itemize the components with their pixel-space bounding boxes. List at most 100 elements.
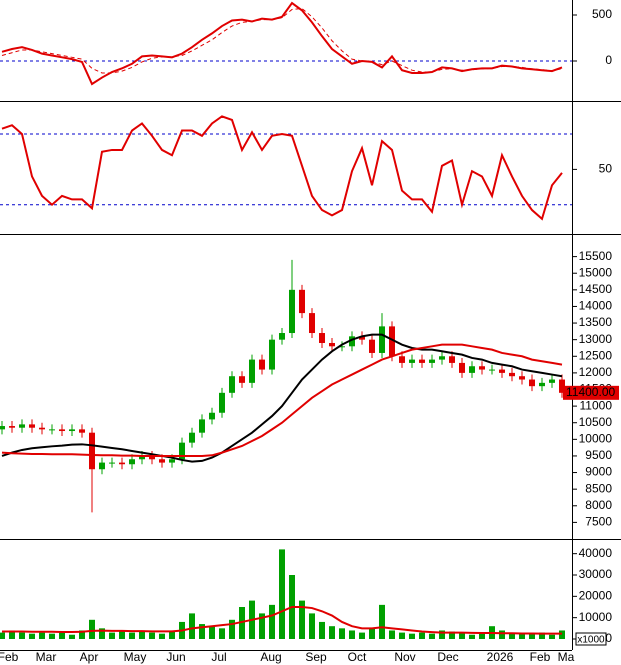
- candle-body: [269, 339, 275, 370]
- volume-bar: [79, 630, 85, 639]
- volume-bar: [369, 628, 375, 639]
- y-tick-label: 15500: [579, 249, 613, 263]
- volume-bar: [189, 613, 195, 639]
- volume-bar: [419, 632, 425, 639]
- volume-bar: [479, 633, 485, 639]
- volume-bar: [89, 619, 95, 639]
- series-line: [1, 8, 563, 74]
- candle-body: [169, 459, 175, 463]
- candle-body: [129, 459, 135, 465]
- y-tick-label: 13500: [579, 315, 613, 329]
- x-tick-label: May: [124, 650, 147, 664]
- volume-bar: [379, 604, 385, 639]
- candle-body: [429, 359, 435, 363]
- candle-body: [489, 369, 495, 371]
- y-tick-label: 10000: [579, 610, 613, 624]
- volume-bar: [499, 630, 505, 639]
- volume-bar: [199, 624, 205, 639]
- x-tick-label: Dec: [437, 650, 458, 664]
- candle-body: [409, 359, 415, 363]
- unit-label: x1000: [577, 635, 605, 646]
- candle-body: [449, 356, 455, 363]
- candle-body: [369, 339, 375, 353]
- candle-body: [539, 382, 545, 387]
- y-tick-label: 8000: [585, 498, 612, 512]
- y-tick-label: 10500: [579, 415, 613, 429]
- candle-body: [159, 459, 165, 463]
- candle-body: [549, 379, 555, 383]
- candle-body: [49, 429, 55, 431]
- candle-body: [219, 392, 225, 413]
- y-tick-label: 10000: [579, 432, 613, 446]
- candle-body: [9, 426, 15, 428]
- series-line: [2, 606, 562, 635]
- volume-bar: [109, 632, 115, 639]
- volume-bar: [159, 633, 165, 639]
- candle-body: [259, 359, 265, 370]
- candle-body: [439, 356, 445, 360]
- volume-bar: [19, 632, 25, 639]
- candle-body: [559, 379, 565, 393]
- candle-body: [299, 289, 305, 314]
- candle-body: [139, 455, 145, 460]
- volume-bar: [49, 633, 55, 639]
- candle-body: [279, 333, 285, 340]
- volume-bar: [69, 634, 75, 639]
- x-tick-label: Sep: [305, 650, 327, 664]
- candle-body: [389, 326, 395, 357]
- volume-bar: [259, 613, 265, 639]
- y-tick-label: 500: [592, 7, 612, 21]
- candle-body: [529, 379, 535, 387]
- candle-body: [149, 455, 155, 460]
- candle-body: [359, 336, 365, 340]
- candle-body: [189, 432, 195, 443]
- volume-bar: [209, 626, 215, 639]
- candle-body: [29, 424, 35, 428]
- candle-body: [289, 289, 295, 334]
- candle-body: [239, 376, 245, 383]
- y-tick-label: 0: [605, 631, 612, 645]
- volume-bar: [449, 631, 455, 639]
- volume-bar: [409, 633, 415, 639]
- candle-body: [79, 429, 85, 433]
- candle-body: [379, 326, 385, 353]
- candle-body: [459, 362, 465, 373]
- y-tick-label: 14500: [579, 282, 613, 296]
- candle-body: [179, 442, 185, 460]
- x-tick-label: Jun: [166, 650, 185, 664]
- volume-bar: [9, 630, 15, 639]
- y-tick-label: 12000: [579, 365, 613, 379]
- y-tick-label: 40000: [579, 546, 613, 560]
- x-tick-label: Aug: [260, 650, 281, 664]
- volume-bar: [219, 628, 225, 639]
- candle-body: [59, 429, 65, 432]
- volume-bar: [239, 607, 245, 639]
- y-tick-label: 30000: [579, 567, 613, 581]
- volume-bar: [509, 633, 515, 639]
- candle-body: [479, 366, 485, 370]
- y-tick-label: 50: [599, 162, 613, 176]
- volume-bar: [399, 632, 405, 639]
- volume-bar: [459, 632, 465, 639]
- candle-body: [399, 356, 405, 363]
- candle-body: [339, 346, 345, 348]
- x-tick-label: Feb: [0, 650, 19, 664]
- candle-body: [39, 427, 45, 430]
- volume-bar: [429, 633, 435, 639]
- volume-bar: [169, 631, 175, 639]
- y-tick-label: 13000: [579, 332, 613, 346]
- volume-bar: [439, 630, 445, 639]
- candle-body: [109, 462, 115, 464]
- last-price-label: 11400.00: [566, 385, 615, 399]
- candle-body: [519, 376, 525, 380]
- volume-bar: [469, 634, 475, 639]
- volume-bar: [319, 621, 325, 639]
- volume-bar: [229, 619, 235, 639]
- y-tick-label: 7500: [585, 515, 612, 529]
- candle-body: [199, 419, 205, 433]
- volume-bar: [349, 630, 355, 639]
- y-tick-label: 9500: [585, 448, 612, 462]
- x-tick-label: 2026: [487, 650, 514, 664]
- volume-bar: [309, 613, 315, 639]
